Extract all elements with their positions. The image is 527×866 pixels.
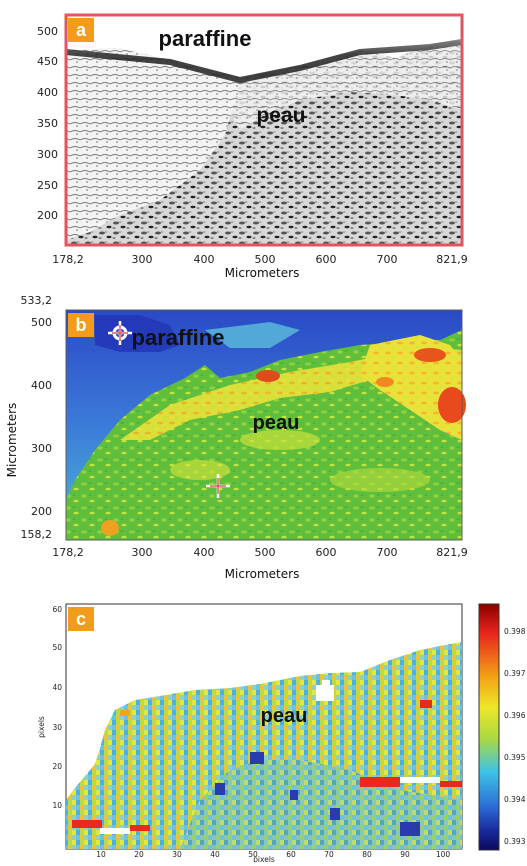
panel-a-badge: a	[76, 20, 87, 40]
panel-c-x-tick: 10	[96, 850, 106, 859]
panel-a-x-tick: 500	[255, 253, 276, 266]
panel-c-y-tick: 50	[52, 643, 62, 652]
panel-c-y-ticks: 60 50 40 30 20 10	[52, 605, 62, 810]
panel-a-x-tick: 178,2	[52, 253, 84, 266]
panel-b-x-tick: 700	[377, 546, 398, 559]
panel-a-x-tick: 700	[377, 253, 398, 266]
panel-b-badge: b	[76, 315, 87, 335]
panel-b-x-tick: 821,9	[436, 546, 468, 559]
panel-b-x-tick: 500	[255, 546, 276, 559]
panel-c-x-tick: 60	[286, 850, 296, 859]
panel-c-x-tick: 20	[134, 850, 144, 859]
panel-b-y-tick: 500	[31, 316, 52, 329]
colorbar: 0.398 0.397 0.396 0.395 0.394 0.393	[478, 603, 526, 851]
panel-c-badge-box	[68, 607, 94, 631]
panel-a-x-axis-label: Micrometers	[225, 266, 300, 280]
panel-b: b paraffine peau 533,2 500 400 300 200 1…	[5, 294, 468, 581]
panel-a-badge-box	[68, 18, 94, 42]
panel-c-x-tick: 80	[362, 850, 372, 859]
panel-a-x-tick: 821,9	[436, 253, 468, 266]
panel-b-x-axis-label: Micrometers	[225, 567, 300, 581]
crosshair-marker-icon	[206, 474, 230, 498]
panel-c: c peau 60 50 40 30 20 10 pixels 10 20 30…	[37, 603, 526, 864]
panel-c-y-axis-label: pixels	[37, 716, 46, 738]
colorbar-tick: 0.394	[504, 795, 526, 804]
panel-b-x-ticks: 178,2 300 400 500 600 700 821,9	[52, 546, 468, 559]
panel-b-y-tick: 200	[31, 505, 52, 518]
panel-c-label-peau: peau	[261, 705, 308, 727]
panel-b-x-tick: 178,2	[52, 546, 84, 559]
panel-a: a paraffine peau 500 450 400 350 300 250…	[37, 13, 468, 280]
panel-c-pixel-map	[65, 603, 463, 850]
panel-b-y-ticks: 533,2 500 400 300 200 158,2	[21, 294, 53, 541]
panel-a-y-ticks: 500 450 400 350 300 250 200	[37, 25, 58, 222]
panel-b-label-peau: peau	[253, 412, 300, 434]
panel-b-y-tick: 158,2	[21, 528, 53, 541]
panel-c-badge: c	[76, 609, 86, 629]
panel-c-x-tick: 90	[400, 850, 410, 859]
panel-b-label-paraffine: paraffine	[132, 325, 225, 350]
panel-a-label-peau: peau	[256, 104, 305, 127]
panel-b-y-axis-label: Micrometers	[5, 403, 19, 478]
panel-a-y-tick: 450	[37, 55, 58, 68]
panel-a-y-tick: 350	[37, 117, 58, 130]
panel-b-badge-box	[68, 313, 94, 337]
panel-b-x-tick: 600	[316, 546, 337, 559]
panel-c-x-tick: 70	[324, 850, 334, 859]
panel-a-x-tick: 300	[132, 253, 153, 266]
colorbar-tick: 0.396	[504, 711, 526, 720]
panel-c-y-tick: 40	[52, 683, 62, 692]
panel-a-y-tick: 200	[37, 209, 58, 222]
colorbar-tick: 0.395	[504, 753, 526, 762]
panel-a-y-tick: 300	[37, 148, 58, 161]
panel-a-x-ticks: 178,2 300 400 500 600 700 821,9	[52, 253, 468, 266]
panel-a-x-tick: 600	[316, 253, 337, 266]
panel-c-x-tick: 100	[436, 850, 451, 859]
panel-b-x-tick: 300	[132, 546, 153, 559]
colorbar-tick: 0.393	[504, 837, 526, 846]
panel-b-heatmap	[65, 309, 466, 541]
panel-a-y-tick: 500	[37, 25, 58, 38]
panel-c-y-tick: 20	[52, 762, 62, 771]
crosshair-marker-icon	[108, 321, 132, 345]
panel-c-x-tick: 50	[248, 850, 258, 859]
colorbar-tick: 0.398	[504, 627, 526, 636]
panel-c-x-tick: 30	[172, 850, 182, 859]
panel-a-x-tick: 400	[194, 253, 215, 266]
colorbar-tick: 0.397	[504, 669, 526, 678]
panel-b-y-tick: 533,2	[21, 294, 53, 307]
panel-c-y-tick: 10	[52, 801, 62, 810]
panel-a-y-tick: 250	[37, 179, 58, 192]
panel-a-label-paraffine: paraffine	[159, 26, 252, 51]
panel-c-y-tick: 60	[52, 605, 62, 614]
panel-c-x-tick: 40	[210, 850, 220, 859]
panel-b-y-tick: 300	[31, 442, 52, 455]
panel-b-x-tick: 400	[194, 546, 215, 559]
panel-b-y-tick: 400	[31, 379, 52, 392]
panel-a-image	[64, 13, 464, 247]
panel-c-x-ticks: 10 20 30 40 50 60 70 80 90 100	[96, 850, 450, 859]
panel-c-y-tick: 30	[52, 723, 62, 732]
panel-a-y-tick: 400	[37, 86, 58, 99]
panel-c-x-axis-label: pixels	[253, 855, 275, 862]
